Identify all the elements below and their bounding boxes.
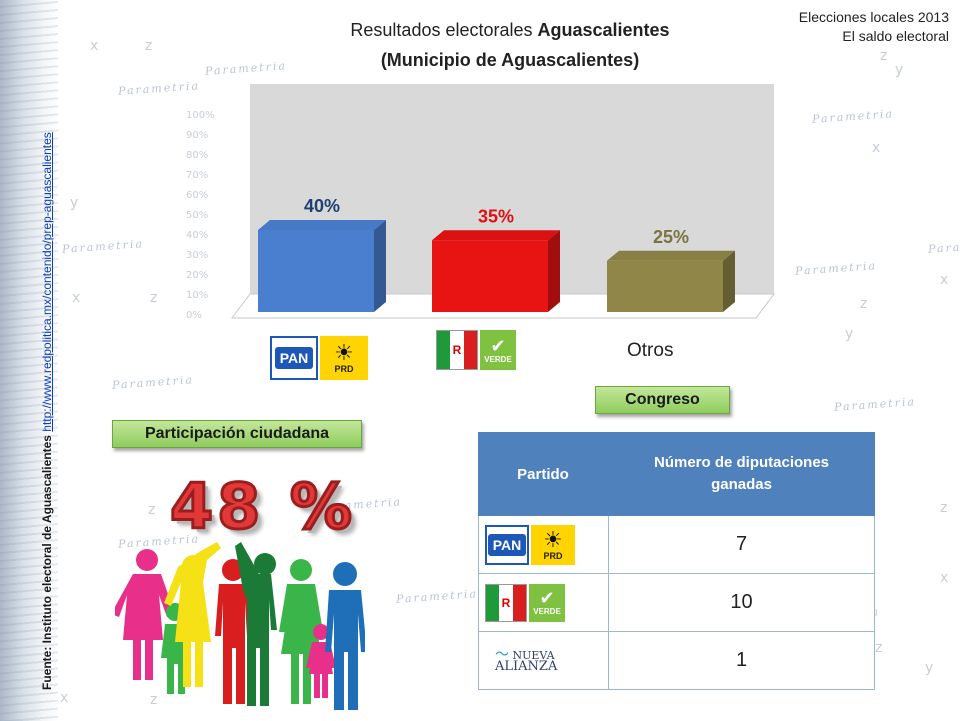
seats-cell: 7	[735, 533, 748, 555]
pan-logo-text: PAN	[274, 347, 314, 369]
data-label-2: 25%	[653, 227, 689, 247]
bar-1	[432, 240, 548, 312]
verde-logo-text: VERDE	[484, 354, 512, 364]
verde-logo-icon: ✔ VERDE	[529, 583, 565, 622]
seats-cell: 10	[730, 591, 753, 613]
bar-top-1	[432, 230, 560, 241]
nueva-alianza-logo-line1: NUEVA	[512, 648, 555, 662]
corner-caption-line1: Elecciones locales 2013	[798, 9, 949, 25]
category-label-otros: Otros	[627, 340, 674, 361]
prd-logo-text: PRD	[334, 364, 354, 374]
nueva-alianza-logo-icon: 〜 NUEVA ALIANZA	[495, 646, 558, 674]
table-header-seats: Número de diputaciones ganadas	[653, 454, 830, 493]
person-yellow-icon	[164, 542, 221, 687]
table-row: PAN ☀ PRD 7	[478, 516, 875, 574]
pan-logo-icon: PAN	[485, 524, 529, 565]
corner-caption: Elecciones locales 2013 El saldo elector…	[799, 8, 949, 46]
bar-0	[258, 230, 374, 312]
person-blue-icon	[325, 562, 365, 710]
table-header: Partido Número de diputaciones ganadas	[478, 432, 875, 516]
seats-cell: 1	[735, 649, 748, 671]
verde-logo-icon: ✔ VERDE	[480, 330, 516, 370]
pan-logo-text: PAN	[487, 533, 527, 556]
chart-subtitle: (Municipio de Aguascalientes)	[380, 50, 640, 70]
bar-side-1	[548, 230, 560, 312]
person-pink-icon	[115, 549, 175, 680]
data-label-0: 40%	[304, 196, 340, 216]
bar-2	[607, 260, 723, 312]
chart-title-bold: Aguascalientes	[537, 20, 670, 40]
bar-top-2	[607, 250, 735, 261]
table-row: 〜 NUEVA ALIANZA 1	[478, 632, 875, 690]
party-cell-nueva-alianza: 〜 NUEVA ALIANZA	[479, 632, 609, 689]
prd-logo-icon: ☀ PRD	[531, 524, 575, 565]
corner-caption-line2: El saldo electoral	[842, 28, 949, 44]
participation-label: Participación ciudadana	[112, 420, 362, 448]
party-cell-pri-verde: R ✔ VERDE	[479, 574, 609, 631]
pan-prd-logo-icon: PAN ☀ PRD	[485, 524, 575, 565]
bar-side-2	[723, 250, 735, 312]
bar-top-0	[258, 220, 386, 230]
pan-logo-icon: PAN	[270, 336, 318, 380]
congress-table: Partido Número de diputaciones ganadas P…	[478, 432, 875, 690]
category-logo-pan-prd: PAN ☀ PRD	[270, 336, 368, 380]
table-row: R ✔ VERDE 10	[478, 574, 875, 632]
verde-logo-text: VERDE	[533, 607, 561, 616]
pri-verde-logo-icon: R ✔ VERDE	[485, 583, 565, 622]
people-illustration	[115, 542, 365, 710]
left-decorative-strip	[0, 0, 58, 721]
party-cell-pan-prd: PAN ☀ PRD	[479, 516, 609, 573]
person-dark-green-icon	[235, 542, 277, 706]
prd-logo-text: PRD	[543, 550, 563, 561]
participation-value: 48 %	[169, 469, 356, 545]
congreso-label: Congreso	[595, 386, 730, 414]
prd-logo-icon: ☀ PRD	[320, 336, 368, 380]
table-header-party: Partido	[517, 465, 569, 483]
data-label-1: 35%	[478, 206, 514, 226]
chart-title: Resultados electorales Aguascalientes	[300, 20, 720, 41]
pri-logo-icon: R	[436, 330, 478, 370]
person-green-icon	[279, 559, 323, 704]
pri-logo-icon: R	[485, 583, 527, 622]
bar-side-0	[374, 220, 386, 312]
nueva-alianza-logo-line2: ALIANZA	[495, 658, 558, 674]
chart-title-prefix: Resultados electorales	[350, 20, 538, 40]
person-magenta-small-icon	[306, 624, 336, 698]
category-logo-pri-verde: R ✔ VERDE	[436, 330, 516, 370]
